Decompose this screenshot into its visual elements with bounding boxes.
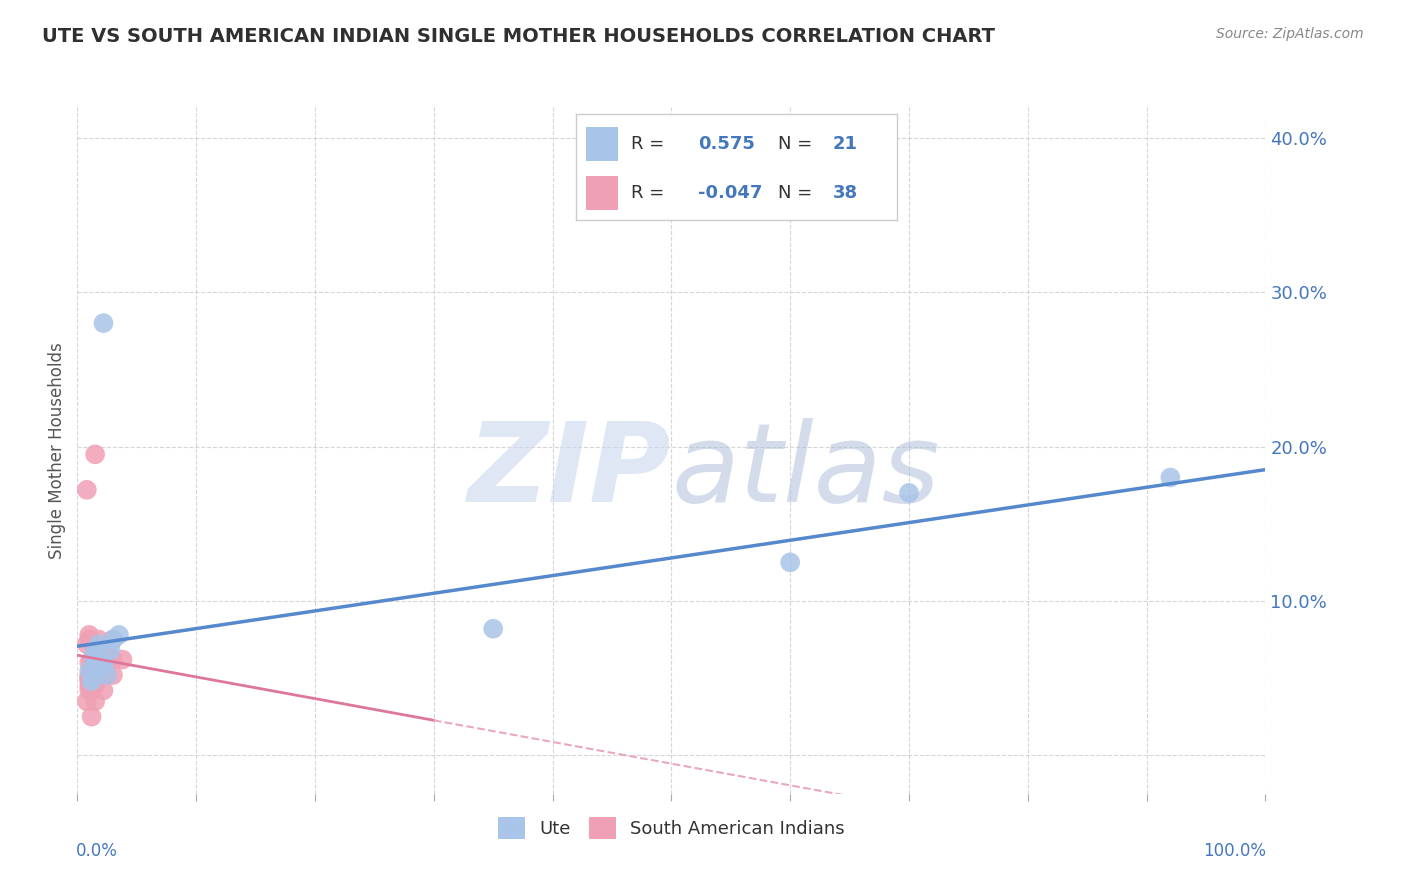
Point: [80, 683, 103, 698]
Point: [111, 652, 134, 666]
Point: [87, 632, 110, 647]
Point: [87, 664, 110, 678]
Point: [84, 447, 107, 461]
Point: [82, 671, 104, 685]
Point: [100, 643, 122, 657]
Point: [84, 664, 107, 678]
Point: [84, 656, 107, 670]
Point: [76, 637, 98, 651]
Point: [87, 658, 110, 673]
Point: [77, 674, 100, 689]
Point: [86, 664, 108, 678]
Point: [101, 652, 124, 666]
Point: [84, 658, 107, 673]
Point: [93, 683, 115, 698]
Point: [96, 668, 118, 682]
Point: [1159, 470, 1181, 484]
Point: [77, 683, 100, 698]
Point: [83, 648, 105, 662]
Point: [77, 671, 100, 685]
Point: [101, 632, 124, 647]
Text: 0.0%: 0.0%: [76, 842, 118, 860]
Point: [77, 656, 100, 670]
Point: [108, 628, 131, 642]
Point: [76, 483, 98, 497]
Point: [93, 316, 115, 330]
Text: ZIP: ZIP: [468, 417, 672, 524]
Point: [77, 668, 100, 682]
Text: 100.0%: 100.0%: [1204, 842, 1267, 860]
Point: [84, 694, 107, 708]
Point: [93, 656, 115, 670]
Point: [84, 671, 107, 685]
Point: [77, 632, 100, 647]
Point: [77, 679, 100, 693]
Point: [80, 652, 103, 666]
Point: [84, 643, 107, 657]
Point: [93, 656, 115, 670]
Point: [77, 628, 100, 642]
Text: atlas: atlas: [672, 417, 941, 524]
Point: [84, 656, 107, 670]
Point: [87, 637, 110, 651]
Point: [84, 674, 107, 689]
Point: [96, 643, 118, 657]
Point: [87, 652, 110, 666]
Y-axis label: Single Mother Households: Single Mother Households: [48, 343, 66, 558]
Point: [77, 664, 100, 678]
Point: [84, 679, 107, 693]
Point: [93, 643, 115, 657]
Point: [482, 622, 505, 636]
Point: [101, 668, 124, 682]
Legend: Ute, South American Indians: Ute, South American Indians: [491, 810, 852, 847]
Point: [93, 643, 115, 657]
Point: [96, 668, 118, 682]
Point: [101, 632, 124, 647]
Point: [779, 555, 801, 569]
Point: [84, 668, 107, 682]
Point: [76, 694, 98, 708]
Point: [80, 674, 103, 689]
Point: [84, 643, 107, 657]
Text: UTE VS SOUTH AMERICAN INDIAN SINGLE MOTHER HOUSEHOLDS CORRELATION CHART: UTE VS SOUTH AMERICAN INDIAN SINGLE MOTH…: [42, 27, 995, 45]
Text: Source: ZipAtlas.com: Source: ZipAtlas.com: [1216, 27, 1364, 41]
Point: [93, 658, 115, 673]
Point: [80, 709, 103, 723]
Point: [90, 658, 112, 673]
Point: [77, 671, 100, 685]
Point: [898, 486, 921, 500]
